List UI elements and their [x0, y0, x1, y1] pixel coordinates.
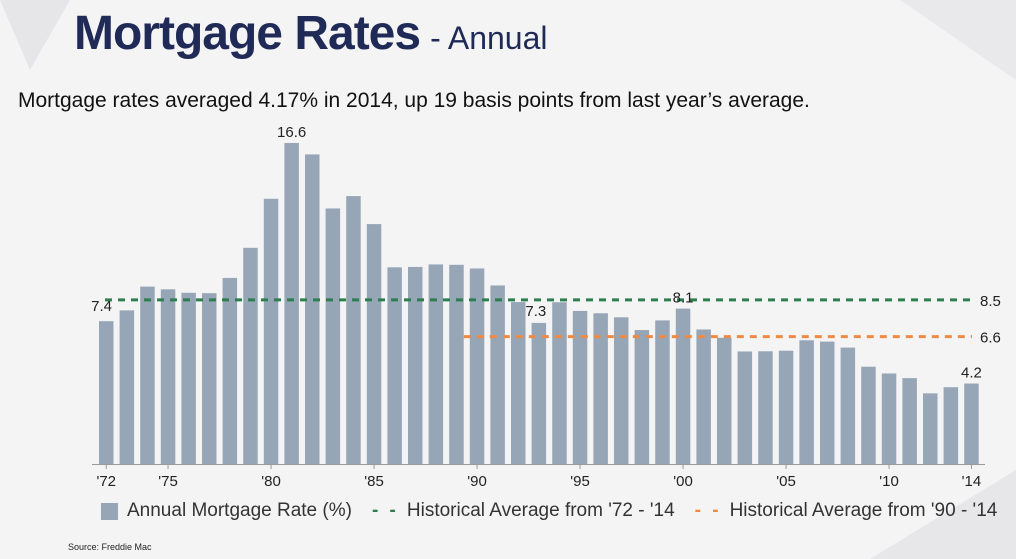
bar-2002 [717, 337, 732, 464]
bar-2013 [943, 387, 959, 464]
tick-label-90: '90 [467, 473, 487, 490]
bar-1984 [346, 196, 361, 464]
legend-label-annual-rate: Annual Mortgage Rate (%) [127, 500, 352, 521]
bar-1982 [305, 154, 320, 464]
bar-2012 [923, 393, 938, 464]
bar-1998 [634, 330, 650, 464]
bar-1980 [263, 198, 279, 464]
tick-label-85: '85 [364, 473, 384, 490]
bar-2001 [696, 329, 711, 464]
legend-label-avg-72-14: Historical Average from '72 - '14 [406, 500, 675, 521]
bar-2005 [778, 350, 794, 464]
tick-label-75: '75 [158, 473, 178, 490]
title-sub: - Annual [430, 20, 548, 56]
bar-2003 [737, 351, 753, 464]
bar-1974 [140, 286, 155, 464]
title-main: Mortgage Rates [74, 7, 421, 60]
bar-1979 [243, 247, 258, 464]
bar-2004 [758, 351, 773, 464]
bar-1986 [387, 267, 402, 464]
bar-2010 [881, 373, 897, 464]
chart-subtitle: Mortgage rates averaged 4.17% in 2014, u… [18, 89, 810, 112]
bar-1993 [531, 322, 547, 464]
reference-lines: 8.5 6.6 [105, 293, 1001, 347]
tick-label-14: '14 [962, 473, 982, 490]
bar-1976 [181, 292, 196, 464]
bar-1990 [469, 268, 485, 464]
bar-1995 [572, 310, 588, 464]
bar-1989 [449, 264, 464, 464]
bar-2008 [840, 347, 856, 464]
bar-series [99, 143, 979, 464]
chart-legend: Annual Mortgage Rate (%) - - Historical … [101, 500, 1016, 522]
bar-2006 [799, 340, 814, 464]
ref-label-90-14: 6.6 [980, 330, 1001, 347]
bar-1983 [325, 208, 341, 464]
legend-item-avg-72-14: - - Historical Average from '72 - '14 [372, 500, 675, 522]
bg-shape-bottom-right [870, 470, 1016, 559]
data-label-2014: 4.2 [961, 365, 982, 382]
bar-2000 [675, 308, 691, 464]
legend-dash-orange: - - [694, 500, 722, 521]
bar-1991 [490, 285, 505, 464]
legend-label-avg-90-14: Historical Average from '90 - '14 [729, 500, 998, 521]
bar-1985 [366, 224, 382, 464]
bg-shape-top-right [900, 0, 1016, 80]
bar-1999 [655, 320, 670, 464]
bar-1994 [552, 302, 567, 464]
legend-item-annual-rate: Annual Mortgage Rate (%) [101, 500, 352, 522]
bar-1977 [202, 293, 217, 464]
legend-item-avg-90-14: - - Historical Average from '90 - '14 [695, 500, 998, 522]
data-label-1993: 7.3 [525, 303, 546, 320]
bar-1973 [119, 310, 135, 464]
bar-1978 [222, 277, 238, 464]
data-label-1981: 16.6 [277, 124, 306, 141]
tick-label-95: '95 [570, 473, 590, 490]
bar-2011 [902, 378, 917, 464]
bar-1972 [99, 321, 114, 464]
legend-dash-green: - - [371, 500, 399, 521]
bg-shape-top-left [0, 0, 70, 70]
legend-swatch-bar [101, 502, 118, 520]
bar-1992 [511, 302, 526, 464]
bar-1997 [614, 317, 629, 464]
bar-1988 [428, 264, 444, 464]
bar-1996 [593, 313, 608, 464]
bar-1975 [160, 289, 176, 464]
tick-label-80: '80 [261, 473, 281, 490]
tick-label-72: '72 [96, 473, 116, 490]
bar-1987 [408, 266, 423, 464]
data-label-2000: 8.1 [673, 290, 694, 307]
bar-2009 [861, 366, 876, 464]
tick-label-05: '05 [776, 473, 796, 490]
tick-label-10: '10 [879, 473, 899, 490]
tick-label-00: '00 [673, 473, 693, 490]
bar-2007 [820, 341, 835, 464]
bar-1981 [284, 143, 299, 464]
x-axis-ticks: '72 '75 '80 '85 '90 '95 '00 '05 '10 '14 [96, 464, 981, 490]
bar-2014 [964, 383, 979, 464]
source-note: Source: Freddie Mac [68, 542, 152, 552]
page-title: Mortgage Rates - Annual [74, 6, 548, 61]
data-label-1972: 7.4 [91, 298, 112, 315]
ref-label-72-14: 8.5 [980, 293, 1001, 310]
data-labels: 7.4 16.6 7.3 8.1 4.2 [91, 124, 982, 382]
